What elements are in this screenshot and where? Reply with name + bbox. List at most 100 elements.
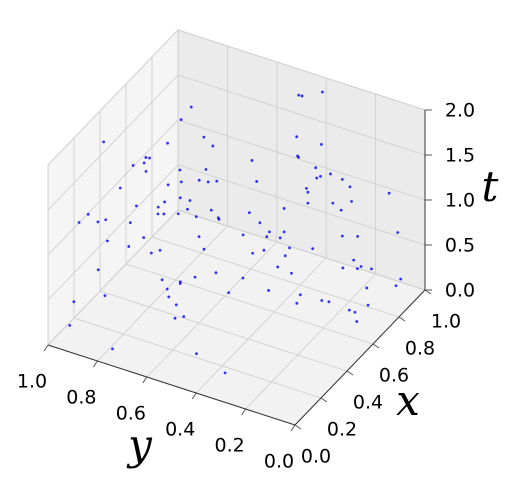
x-tick [424, 289, 432, 295]
point [166, 141, 170, 145]
point [194, 215, 198, 219]
point [174, 303, 178, 307]
point [295, 135, 299, 139]
point [282, 230, 286, 234]
point [288, 246, 291, 250]
t-tick-label: 1.0 [445, 190, 475, 212]
point [104, 218, 108, 222]
grid-line [47, 74, 426, 211]
point [247, 211, 251, 215]
x-tick-label: 0.4 [353, 392, 383, 414]
point [331, 201, 335, 205]
point [179, 118, 183, 122]
point [305, 187, 308, 190]
point [217, 217, 221, 221]
point [311, 247, 315, 251]
point [297, 155, 300, 159]
point [223, 371, 227, 375]
point [241, 276, 245, 280]
point [202, 135, 206, 139]
t-tick-label: 2.0 [445, 100, 475, 122]
point [102, 140, 106, 144]
axis-line [47, 344, 296, 426]
point [290, 271, 293, 275]
point [96, 220, 100, 224]
point [195, 352, 198, 355]
point [197, 235, 201, 239]
point [144, 170, 148, 173]
t-axis-label: t [482, 162, 499, 211]
point [265, 235, 269, 239]
y-tick [290, 424, 296, 432]
point [178, 282, 182, 285]
point [258, 221, 262, 225]
point [215, 179, 219, 183]
point [173, 316, 177, 320]
point [356, 267, 359, 270]
y-tick-label: 0.0 [264, 451, 294, 473]
point [370, 267, 373, 271]
point [297, 93, 301, 97]
point [387, 191, 391, 195]
x-tick [372, 343, 380, 349]
point [276, 265, 280, 269]
point [165, 287, 169, 291]
axis-line [294, 289, 426, 426]
y-tick [142, 376, 148, 384]
point [72, 300, 76, 304]
point [300, 94, 304, 98]
point [178, 196, 182, 200]
point [348, 185, 352, 189]
point [68, 323, 72, 327]
x-tick-label: 1.0 [431, 311, 461, 333]
point [96, 268, 100, 272]
point [298, 293, 302, 297]
t-tick-label: 0.0 [445, 280, 475, 302]
x-tick-label: 0.0 [301, 446, 331, 468]
point [340, 234, 344, 238]
point [394, 284, 398, 288]
point [209, 208, 213, 212]
point [352, 258, 356, 262]
point [339, 208, 343, 212]
point [127, 245, 131, 248]
point [295, 301, 299, 305]
point [144, 156, 148, 159]
point [255, 180, 259, 183]
point [329, 172, 332, 176]
point [178, 168, 182, 172]
point [182, 315, 186, 318]
point [186, 207, 189, 211]
y-tick [43, 344, 49, 352]
point [314, 166, 318, 170]
point [353, 310, 357, 314]
points [68, 90, 403, 375]
point [366, 303, 370, 307]
point [355, 320, 359, 323]
point [162, 212, 166, 216]
point [356, 235, 360, 238]
point [167, 295, 171, 299]
point [359, 265, 363, 268]
point [319, 175, 322, 178]
point [193, 275, 197, 279]
grid-line [47, 119, 426, 256]
point [160, 278, 164, 282]
point [111, 347, 114, 351]
point [350, 200, 353, 203]
point [148, 156, 151, 160]
point [306, 201, 310, 205]
x-tick-label: 0.2 [327, 419, 357, 441]
point [283, 254, 287, 258]
point [156, 212, 160, 216]
point [189, 105, 193, 109]
axes: 0.0 0.2 0.4 0.6 0.8 1.0 0.0 0.2 0.4 0.6 0.8 1.0 0.0 0… [17, 28, 475, 473]
x-tick [398, 316, 406, 322]
point [241, 233, 245, 237]
point [163, 200, 167, 204]
point [347, 308, 351, 312]
point [251, 251, 255, 255]
point [106, 239, 109, 243]
x-tick-label: 0.6 [379, 365, 409, 387]
